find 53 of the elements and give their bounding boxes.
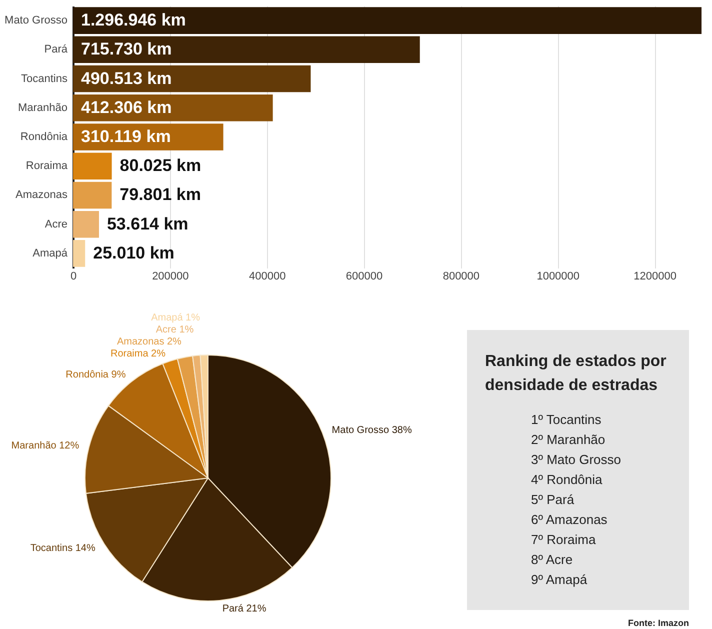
bar (73, 94, 273, 122)
y-tick-label: Rondônia (20, 131, 68, 143)
x-tick-label: 800000 (442, 270, 480, 282)
bar (73, 152, 112, 180)
text: 8º Acre (531, 551, 574, 569)
y-tick-label: Mato Grosso (4, 14, 68, 27)
slice-label: Rondônia 9% (66, 369, 126, 380)
slice-label: Roraima 2% (110, 348, 166, 360)
text: 9º Amapá (531, 571, 588, 589)
data-label: 490.513 km (81, 68, 172, 88)
bar (73, 36, 420, 64)
slice-label: Amapá 1% (151, 312, 200, 324)
slice-label: Mato Grosso 38% (332, 424, 412, 436)
y-tick-label: Maranhão (18, 102, 68, 114)
bar (73, 240, 86, 267)
source-note: Fonte: Imazon (627, 618, 689, 628)
text: 1º Tocantins (531, 411, 602, 429)
y-tick-label: Pará (44, 44, 68, 56)
y-tick-label: Amapá (32, 247, 68, 260)
y-tick-label: Acre (44, 218, 68, 230)
data-label: 412.306 km (81, 98, 172, 117)
data-label: 310.119 km (81, 127, 171, 146)
x-tick-label: 1200000 (634, 270, 676, 282)
text: 2º Maranhão (531, 431, 606, 449)
x-tick-label: 400000 (248, 270, 286, 282)
data-label: 80.025 km (120, 156, 202, 176)
text: 4º Rondônia (531, 471, 604, 489)
slice-label: Maranhão 12% (11, 440, 80, 452)
y-tick-label: Tocantins (21, 72, 68, 85)
data-label: 79.801 km (120, 185, 201, 204)
x-tick-label: 200000 (152, 270, 189, 282)
bar (73, 182, 112, 209)
data-label: 1.296.946 km (81, 10, 186, 30)
y-tick-label: Amazonas (16, 189, 68, 202)
text: 5º Pará (531, 491, 576, 509)
text: Ranking de estados por densidade de estradas (485, 352, 668, 396)
bar (73, 7, 702, 34)
bar (73, 65, 311, 92)
slice-label: Tocantins 14% (30, 543, 96, 554)
data-label: 25.010 km (93, 243, 174, 262)
text: 6º Amazonas (531, 511, 608, 529)
x-tick-label: 0 (70, 270, 77, 282)
bar (73, 210, 99, 238)
x-tick-label: 1000000 (536, 270, 580, 282)
data-label: 53.614 km (106, 214, 188, 234)
data-label: 715.730 km (81, 40, 172, 59)
text: 7º Roraima (531, 531, 597, 549)
slice-label: Amazonas 2% (116, 336, 182, 348)
slice-label: Pará 21% (222, 603, 266, 614)
slice-label: Acre 1% (156, 324, 194, 336)
x-tick-label: 600000 (346, 270, 383, 282)
text: 3º Mato Grosso (531, 451, 622, 469)
y-tick-label: Roraima (26, 160, 68, 172)
